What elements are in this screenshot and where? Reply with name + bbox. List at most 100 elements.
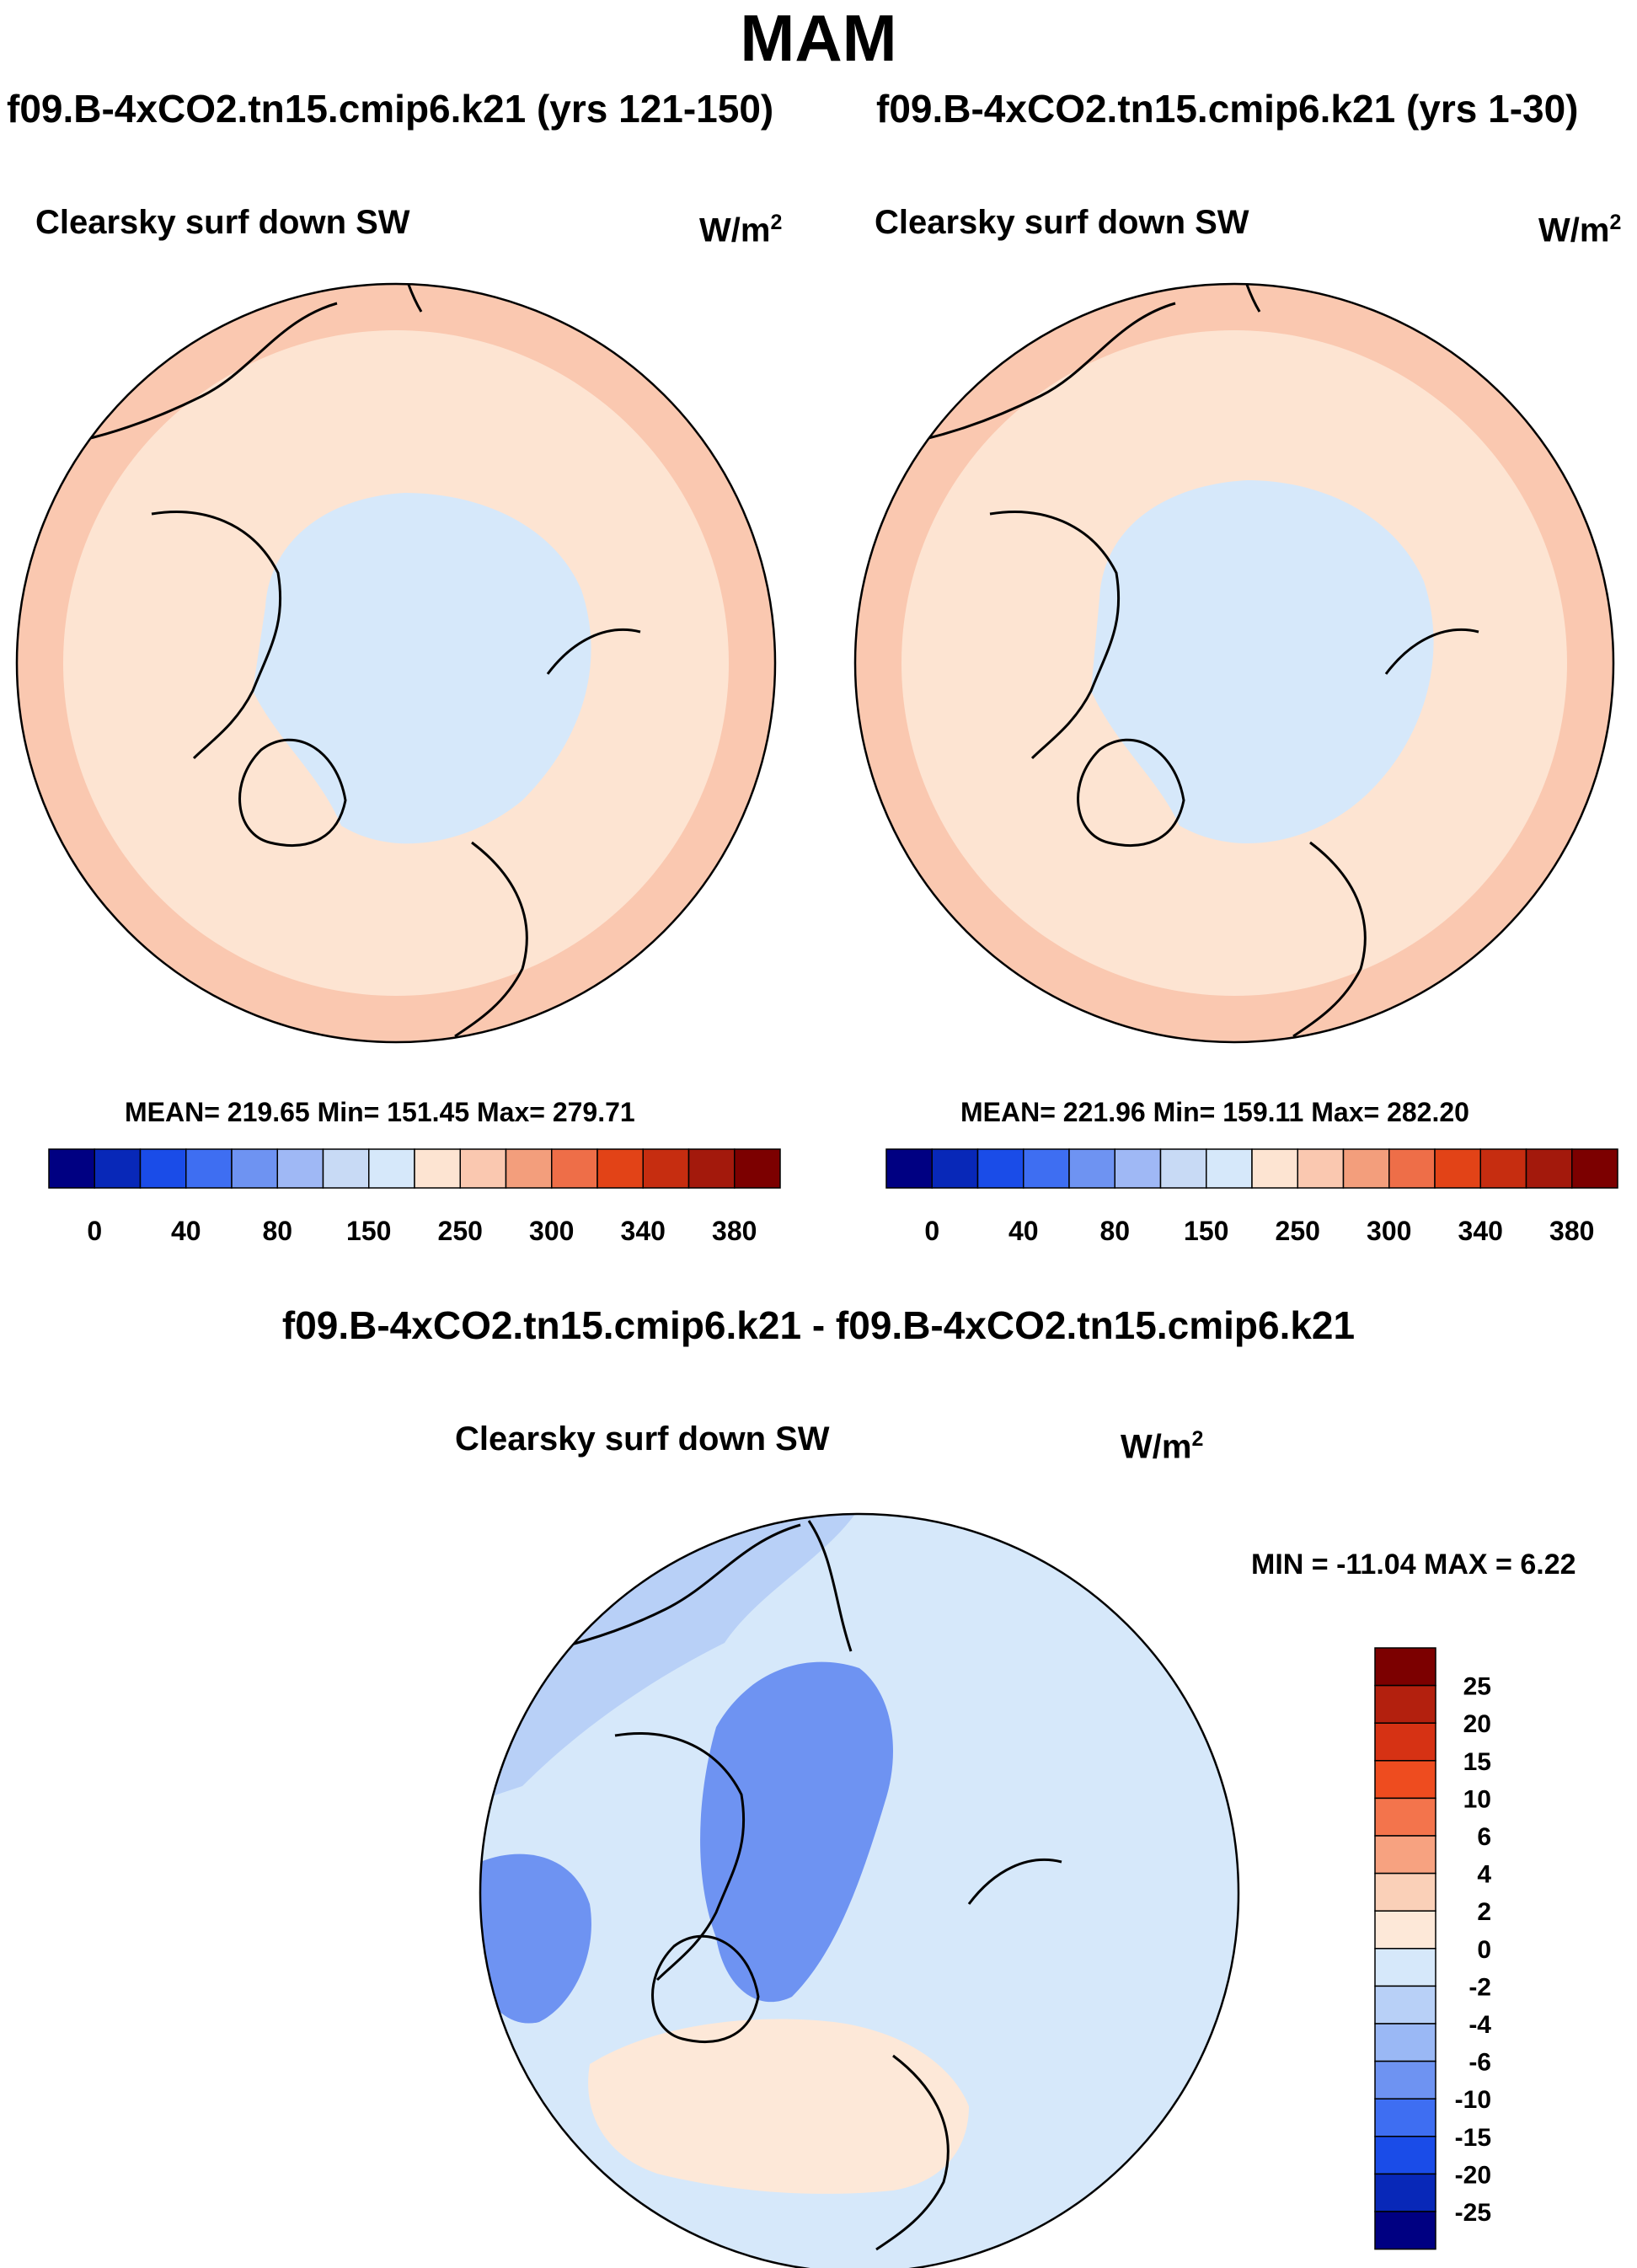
colorbar-box — [1251, 1148, 1298, 1189]
colorbar-box — [368, 1148, 415, 1189]
colorbar-tick-label: 300 — [529, 1216, 574, 1246]
colorbar-box — [642, 1148, 690, 1189]
colorbar-box — [1374, 1647, 1436, 1687]
colorbar-box — [276, 1148, 324, 1189]
colorbar-box — [1206, 1148, 1253, 1189]
colorbar-box — [48, 1148, 95, 1189]
colorbar-tick-label: 6 — [1477, 1823, 1491, 1851]
colorbar-box — [1525, 1148, 1573, 1189]
colorbar-box — [505, 1148, 553, 1189]
colorbar-box — [185, 1148, 233, 1189]
colorbar-box — [1023, 1148, 1070, 1189]
colorbar-box — [687, 1148, 736, 1189]
right-panel-map — [855, 284, 1613, 1042]
map-diff-border — [479, 1512, 1240, 2268]
colorbar-box — [1374, 1910, 1436, 1950]
colorbar-tick-label: 380 — [1549, 1216, 1594, 1246]
right-panel-colorbar: 0 40 80 150 250 300 340 380 — [885, 1148, 1618, 1246]
colorbar-tick-label: 0 — [87, 1216, 102, 1246]
colorbar-box — [94, 1148, 142, 1189]
colorbar-box — [1388, 1148, 1436, 1189]
map-diff-greenland — [651, 1934, 760, 2043]
colorbar-box — [596, 1148, 644, 1189]
diff-units-exp: 2 — [1191, 1427, 1204, 1451]
map-diff-hudson-bay-fill — [480, 1853, 591, 2024]
map-right-border — [853, 282, 1615, 1044]
colorbar-box — [139, 1148, 187, 1189]
map-left-greenland — [238, 738, 347, 847]
colorbar-box — [1571, 1148, 1618, 1189]
left-panel-colorbar: 0 40 80 150 250 300 340 380 — [48, 1148, 781, 1246]
colorbar-tick-label: 25 — [1463, 1673, 1491, 1701]
map-left-border — [15, 282, 777, 1044]
map-right-coast-scandinavia — [1292, 841, 1367, 1038]
diff-panel-units: W/m2 — [1121, 1427, 1203, 1466]
diff-panel-minmax: MIN = -11.04 MAX = 6.22 — [1251, 1549, 1576, 1581]
colorbar-box — [1374, 1985, 1436, 2025]
colorbar-tick-label: 80 — [1099, 1216, 1130, 1246]
map-right-greenland — [1077, 738, 1185, 847]
colorbar-tick-label: 150 — [346, 1216, 391, 1246]
map-left-coast-asia — [361, 284, 423, 313]
colorbar-box — [976, 1148, 1024, 1189]
colorbar-tick-label: 250 — [438, 1216, 483, 1246]
right-panel-variable-label: Clearsky surf down SW — [875, 204, 1249, 241]
colorbar-box — [1068, 1148, 1115, 1189]
left-units-base: W/m — [699, 211, 771, 249]
colorbar-tick-label: 20 — [1463, 1710, 1491, 1738]
colorbar-tick-label: 380 — [712, 1216, 757, 1246]
colorbar-box — [1374, 2060, 1436, 2100]
map-right-coast-canada — [989, 511, 1121, 760]
right-panel-case-title: f09.B-4xCO2.tn15.cmip6.k21 (yrs 1-30) — [876, 87, 1579, 131]
colorbar-tick-label: 150 — [1184, 1216, 1228, 1246]
colorbar-tick-label: 2 — [1477, 1898, 1491, 1926]
colorbar-box — [1374, 1722, 1436, 1762]
left-panel-units: W/m2 — [699, 211, 782, 249]
colorbar-tick-label: -15 — [1455, 2124, 1491, 2152]
colorbar-tick-label: 340 — [1458, 1216, 1503, 1246]
colorbar-box — [1374, 1872, 1436, 1912]
colorbar-box — [1297, 1148, 1345, 1189]
left-panel-case-title: f09.B-4xCO2.tn15.cmip6.k21 (yrs 121-150) — [7, 87, 774, 131]
map-right-coast-asia — [1199, 284, 1261, 313]
colorbar-tick-label: 10 — [1463, 1785, 1491, 1813]
map-left-arctic-fill — [253, 493, 591, 844]
colorbar-box — [1374, 2136, 1436, 2175]
colorbar-box — [885, 1148, 933, 1189]
colorbar-box — [322, 1148, 370, 1189]
colorbar-tick-label: 0 — [924, 1216, 939, 1246]
colorbar-box — [1374, 1948, 1436, 1987]
colorbar-box — [734, 1148, 781, 1189]
colorbar-box — [551, 1148, 598, 1189]
colorbar-tick-label: 340 — [621, 1216, 666, 1246]
right-units-exp: 2 — [1609, 211, 1622, 234]
colorbar-tick-label: 0 — [1477, 1936, 1491, 1964]
right-units-base: W/m — [1538, 211, 1610, 249]
colorbar-tick-label: 40 — [171, 1216, 201, 1246]
map-diff-coast-scandinavia — [875, 2054, 950, 2251]
colorbar-tick-label: -6 — [1468, 2049, 1491, 2077]
difference-panel-map — [480, 1514, 1238, 2268]
map-left-coast-alaska — [50, 302, 338, 448]
figure-title: MAM — [740, 1, 897, 75]
left-panel-stats: MEAN= 219.65 Min= 151.45 Max= 279.71 — [125, 1097, 635, 1127]
difference-panel-title: f09.B-4xCO2.tn15.cmip6.k21 - f09.B-4xCO2… — [281, 1303, 1356, 1347]
map-diff-arctic-central-fill — [700, 1661, 893, 2003]
colorbar-tick-label: 300 — [1367, 1216, 1411, 1246]
diff-panel-variable-label: Clearsky surf down SW — [455, 1420, 830, 1458]
colorbar-box — [459, 1148, 507, 1189]
map-left-coast-scandinavia — [454, 841, 528, 1038]
colorbar-box — [231, 1148, 278, 1189]
colorbar-tick-label: -20 — [1455, 2161, 1491, 2189]
left-panel-variable-label: Clearsky surf down SW — [35, 204, 410, 241]
colorbar-tick-label: 80 — [262, 1216, 292, 1246]
colorbar-box — [1342, 1148, 1390, 1189]
colorbar-box — [931, 1148, 979, 1189]
colorbar-tick-label: 40 — [1008, 1216, 1039, 1246]
colorbar-tick-label: 250 — [1276, 1216, 1320, 1246]
colorbar-box — [1374, 2211, 1436, 2250]
colorbar-tick-label: -4 — [1468, 2011, 1491, 2039]
colorbar-box — [1374, 1760, 1436, 1800]
